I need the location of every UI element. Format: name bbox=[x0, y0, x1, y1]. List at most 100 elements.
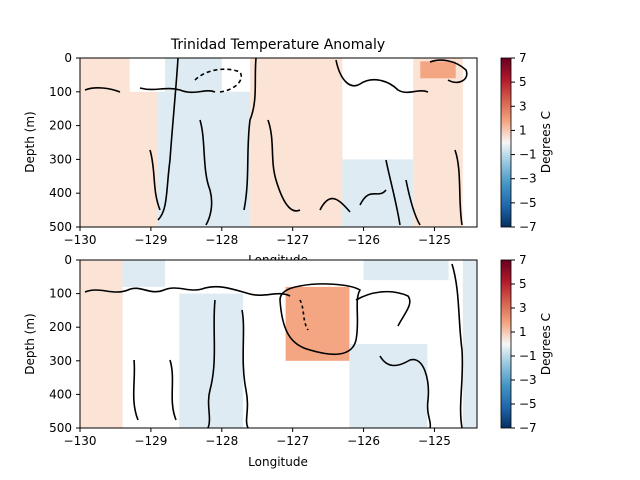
x-tick-label: −128 bbox=[205, 434, 238, 448]
plot-frame bbox=[79, 259, 478, 429]
x-tick-label: −129 bbox=[134, 233, 167, 247]
x-axis-label: Longitude bbox=[248, 455, 308, 469]
anomaly-region bbox=[250, 58, 343, 227]
contour-lines bbox=[84, 263, 464, 429]
y-tick-label: 500 bbox=[49, 220, 72, 234]
x-tick-label: −125 bbox=[418, 434, 451, 448]
anomaly-region bbox=[413, 58, 463, 227]
colorbar-tick-label: 1 bbox=[519, 123, 527, 137]
y-tick-label: 400 bbox=[49, 387, 72, 401]
contour-lines bbox=[84, 57, 468, 226]
contour-line bbox=[149, 149, 161, 211]
y-tick-label: 200 bbox=[49, 320, 72, 334]
x-tick-label: −127 bbox=[276, 434, 309, 448]
x-tick-label: −129 bbox=[134, 434, 167, 448]
y-tick-label: 100 bbox=[49, 287, 72, 301]
contour-line bbox=[157, 57, 179, 221]
colorbar: 7 5 3 1 −1 −3 −5 −7 Degrees C bbox=[500, 253, 553, 435]
y-axis: 0 100 200 300 400 500 bbox=[49, 51, 80, 234]
colorbar-label: Degrees C bbox=[539, 111, 553, 173]
y-axis-label: Depth (m) bbox=[23, 313, 37, 374]
anomaly-region bbox=[80, 58, 130, 227]
contour-line bbox=[451, 263, 464, 429]
y-tick-label: 500 bbox=[49, 421, 72, 435]
chart-title: Trinidad Temperature Anomaly bbox=[170, 37, 385, 53]
y-axis: 0 100 200 300 400 500 bbox=[49, 253, 80, 435]
x-tick-label: −130 bbox=[64, 233, 97, 247]
y-tick-label: 300 bbox=[49, 354, 72, 368]
plot-area bbox=[79, 259, 478, 429]
colorbar-tick-label: −1 bbox=[519, 349, 537, 363]
x-tick-label: −128 bbox=[205, 233, 238, 247]
colorbar-tick-label: 1 bbox=[519, 325, 527, 339]
contour-line bbox=[84, 285, 291, 297]
y-tick-label: 300 bbox=[49, 152, 72, 166]
plot-area bbox=[79, 57, 478, 228]
anomaly-region bbox=[420, 61, 456, 79]
colorbar: 7 5 3 1 −1 −3 −5 −7 Degrees C bbox=[500, 51, 553, 234]
anomaly-region bbox=[363, 260, 449, 281]
y-tick-label: 0 bbox=[64, 253, 72, 267]
contour-line bbox=[355, 290, 411, 327]
anomaly-region bbox=[129, 91, 158, 227]
contour-line bbox=[319, 189, 387, 213]
anomaly-region bbox=[179, 293, 244, 428]
contour-line bbox=[243, 57, 257, 211]
colorbar-label: Degrees C bbox=[539, 313, 553, 375]
x-tick-label: −130 bbox=[64, 434, 97, 448]
colorbar-tick-label: 3 bbox=[519, 301, 527, 315]
contour-line bbox=[454, 149, 463, 226]
x-tick-label: −127 bbox=[276, 233, 309, 247]
bottom-panel: −130 −129 −128 −127 −126 −125 010020030040050… bbox=[23, 253, 553, 469]
colorbar-tick-label: 5 bbox=[519, 277, 527, 291]
contour-line bbox=[335, 59, 429, 94]
contour-line bbox=[207, 299, 216, 429]
x-tick-label: −125 bbox=[418, 233, 451, 247]
y-tick-label: 200 bbox=[49, 119, 72, 133]
colorbar-tick-label: −1 bbox=[519, 148, 537, 162]
contour-line bbox=[84, 87, 216, 94]
x-tick-label: −126 bbox=[347, 434, 380, 448]
anomaly-region bbox=[122, 260, 166, 287]
top-panel: Trinidad Temperature Anomaly −130 −129 −12… bbox=[23, 37, 553, 267]
contour-line bbox=[267, 119, 301, 212]
colorbar-tick-label: 3 bbox=[519, 99, 527, 113]
colorbar-bar bbox=[500, 57, 512, 228]
colorbar-tick-label: 7 bbox=[519, 51, 527, 65]
colorbar-tick-label: −7 bbox=[519, 220, 537, 234]
colorbar-tick-label: −3 bbox=[519, 172, 537, 186]
anomaly-region bbox=[462, 260, 477, 428]
colorbar-ticks: 7 5 3 1 −1 −3 −5 −7 bbox=[511, 51, 537, 234]
colorbar-tick-label: −3 bbox=[519, 373, 537, 387]
contour-line bbox=[199, 119, 213, 226]
contour-line bbox=[385, 159, 421, 226]
colorbar-tick-label: 7 bbox=[519, 253, 527, 267]
colorbar-ticks: 7 5 3 1 −1 −3 −5 −7 bbox=[511, 253, 537, 435]
anomaly-region bbox=[165, 58, 222, 92]
contour-line bbox=[299, 299, 309, 331]
contour-line bbox=[379, 355, 432, 429]
y-tick-label: 100 bbox=[49, 85, 72, 99]
colorbar-tick-label: 5 bbox=[519, 75, 527, 89]
contour-line bbox=[241, 309, 249, 429]
colorbar-tick-label: −5 bbox=[519, 397, 537, 411]
contour-line bbox=[132, 359, 139, 421]
y-tick-label: 0 bbox=[64, 51, 72, 65]
x-tick-label: −126 bbox=[347, 233, 380, 247]
y-tick-label: 400 bbox=[49, 186, 72, 200]
x-axis: −130 −129 −128 −127 −126 −125 bbox=[64, 428, 451, 448]
contour-line bbox=[429, 59, 468, 84]
y-axis-label: Depth (m) bbox=[23, 111, 37, 172]
anomaly-region bbox=[285, 286, 350, 361]
colorbar-tick-label: −7 bbox=[519, 421, 537, 435]
anomaly-region bbox=[349, 344, 428, 428]
plot-frame bbox=[79, 57, 478, 228]
colorbar-tick-label: −5 bbox=[519, 196, 537, 210]
contour-line bbox=[169, 359, 177, 421]
colorbar-bar bbox=[500, 259, 512, 429]
x-axis: −130 −129 −128 −127 −126 −125 bbox=[64, 227, 451, 247]
anomaly-regions bbox=[80, 260, 477, 428]
contour-line bbox=[279, 283, 362, 356]
anomaly-region bbox=[80, 260, 123, 428]
